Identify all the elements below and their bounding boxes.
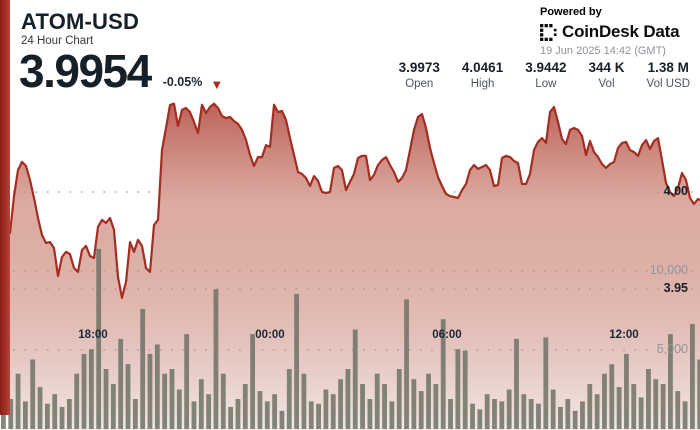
coindesk-data-link[interactable]: CoinDesk Data (540, 22, 696, 42)
stat-value: 3.9973 (398, 60, 440, 75)
time-label-06-00: 06:00 (432, 329, 462, 341)
powered-by-block: Powered by CoinDesk Data 19 Jun 2025 14:… (540, 6, 696, 57)
stat-value: 344 K (588, 60, 625, 75)
stat-vol: 344 K Vol (589, 60, 625, 90)
stat-label: Vol (598, 78, 615, 90)
stat-low: 3.9442 Low (525, 60, 566, 90)
price-area-fill (10, 103, 700, 430)
time-label-18-00: 18:00 (78, 329, 108, 341)
chart-subtitle: 24 Hour Chart (21, 35, 94, 47)
stat-high: 4.0461 High (462, 60, 503, 90)
stat-vol-usd: 1.38 M Vol USD (647, 60, 690, 90)
coindesk-data-logo-icon (540, 23, 557, 41)
stat-value: 3.9442 (525, 60, 567, 75)
brand-name: CoinDesk Data (562, 22, 680, 41)
price-change: -0.05% (162, 74, 203, 89)
volume-bars (1, 248, 700, 430)
time-label-00-00: 00:00 (255, 329, 285, 341)
chart-timestamp: 19 Jun 2025 14:42 (GMT) (540, 45, 666, 57)
left-accent-bar (0, 0, 10, 415)
price-line (8, 102, 700, 299)
current-price: 3.9954 (19, 45, 152, 97)
powered-by-label: Powered by (540, 6, 602, 18)
time-label-12-00: 12:00 (609, 329, 639, 341)
stat-label: High (470, 78, 495, 90)
stat-value: 1.38 M (647, 60, 689, 75)
stat-label: Vol USD (646, 78, 690, 90)
price-row: 3.9954 -0.05% ▼ (19, 45, 224, 97)
volume-axis-label-10000: 10,000 (649, 263, 688, 277)
stat-label: Low (535, 78, 557, 90)
stat-label: Open (405, 78, 434, 90)
stat-open: 3.9973 Open (399, 60, 440, 90)
stats-row: 3.9973 Open 4.0461 High 3.9442 Low 344 K… (399, 60, 690, 90)
symbol-title: ATOM-USD (21, 9, 140, 34)
stat-value: 4.0461 (461, 60, 504, 75)
volume-axis-label-5000: 5,000 (656, 342, 688, 356)
down-triangle-icon: ▼ (210, 76, 224, 92)
price-axis-label-3-95: 3.95 (663, 281, 688, 295)
price-axis-label-4-00: 4.00 (663, 184, 688, 198)
